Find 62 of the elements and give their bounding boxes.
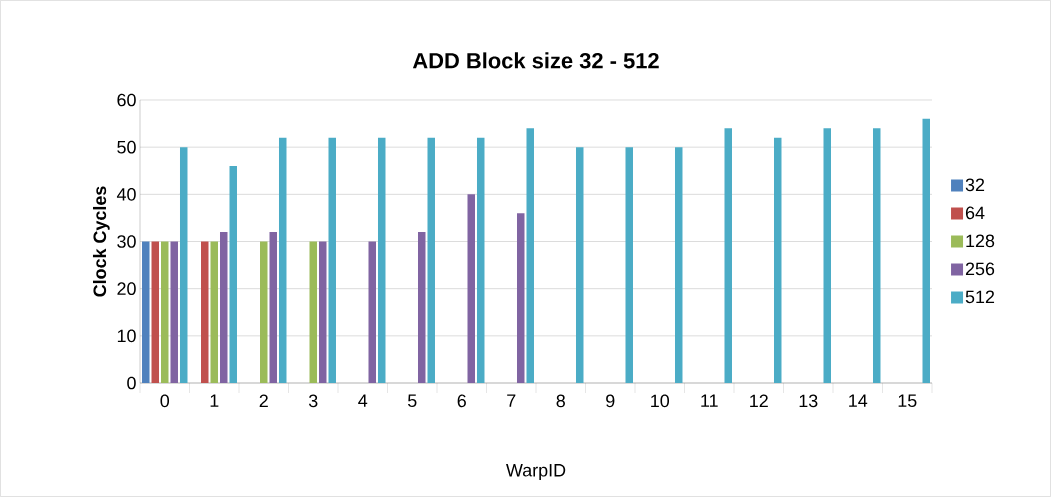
legend-label: 64 [965, 206, 985, 220]
bar [319, 241, 327, 383]
bar [368, 241, 376, 383]
y-axis-title: Clock Cycles [92, 186, 110, 297]
bar [517, 213, 525, 383]
x-tick-label: 3 [308, 394, 318, 408]
bar [467, 194, 475, 383]
chart-title: ADD Block size 32 - 512 [412, 52, 659, 69]
bar [625, 147, 633, 383]
bar [151, 241, 160, 383]
bar [179, 147, 188, 383]
bar [476, 137, 485, 383]
bar [229, 166, 237, 383]
x-tick-label: 4 [358, 394, 368, 407]
y-tick-label: 20 [117, 282, 136, 296]
bar [210, 241, 218, 383]
bar [724, 128, 732, 383]
legend-label: 32 [965, 178, 985, 192]
bar [142, 241, 150, 383]
bar [575, 147, 584, 383]
x-tick-label: 14 [849, 394, 868, 407]
x-tick-label: 10 [651, 394, 670, 408]
bar [922, 118, 930, 383]
bar [309, 241, 317, 383]
bar [674, 147, 683, 383]
bar [269, 232, 277, 383]
bar [773, 137, 782, 383]
x-tick-label: 13 [799, 394, 818, 408]
y-tick-label: 40 [116, 187, 136, 201]
bar [201, 241, 209, 383]
bar [526, 128, 534, 383]
bar [161, 241, 169, 383]
x-tick-label: 7 [507, 394, 516, 407]
x-axis-title: WarpID [506, 464, 566, 481]
y-tick-label: 50 [117, 140, 136, 154]
legend-label: 512 [965, 290, 995, 304]
x-tick-label: 12 [750, 394, 768, 408]
bar [377, 137, 386, 383]
bar [170, 241, 178, 383]
x-tick-label: 2 [259, 394, 268, 408]
bar [278, 137, 287, 383]
legend-label: 256 [965, 262, 995, 276]
x-tick-label: 9 [606, 394, 615, 408]
x-tick-label: 8 [556, 394, 565, 408]
bar [328, 137, 336, 383]
x-tick-label: 15 [898, 394, 917, 408]
bar [418, 232, 426, 383]
x-tick-label: 11 [701, 394, 718, 407]
bar [427, 137, 435, 383]
x-tick-label: 0 [160, 394, 170, 408]
bar [872, 128, 881, 383]
x-tick-label: 6 [457, 394, 466, 408]
bar [260, 241, 268, 383]
x-tick-label: 1 [210, 394, 219, 407]
y-tick-label: 30 [117, 235, 136, 248]
y-tick-label: 60 [117, 93, 136, 107]
y-tick-label: 10 [117, 329, 136, 343]
bar [823, 128, 831, 383]
bar [220, 232, 228, 383]
y-tick-label: 0 [127, 376, 136, 390]
x-tick-label: 5 [407, 394, 417, 408]
legend-label: 128 [966, 234, 995, 248]
